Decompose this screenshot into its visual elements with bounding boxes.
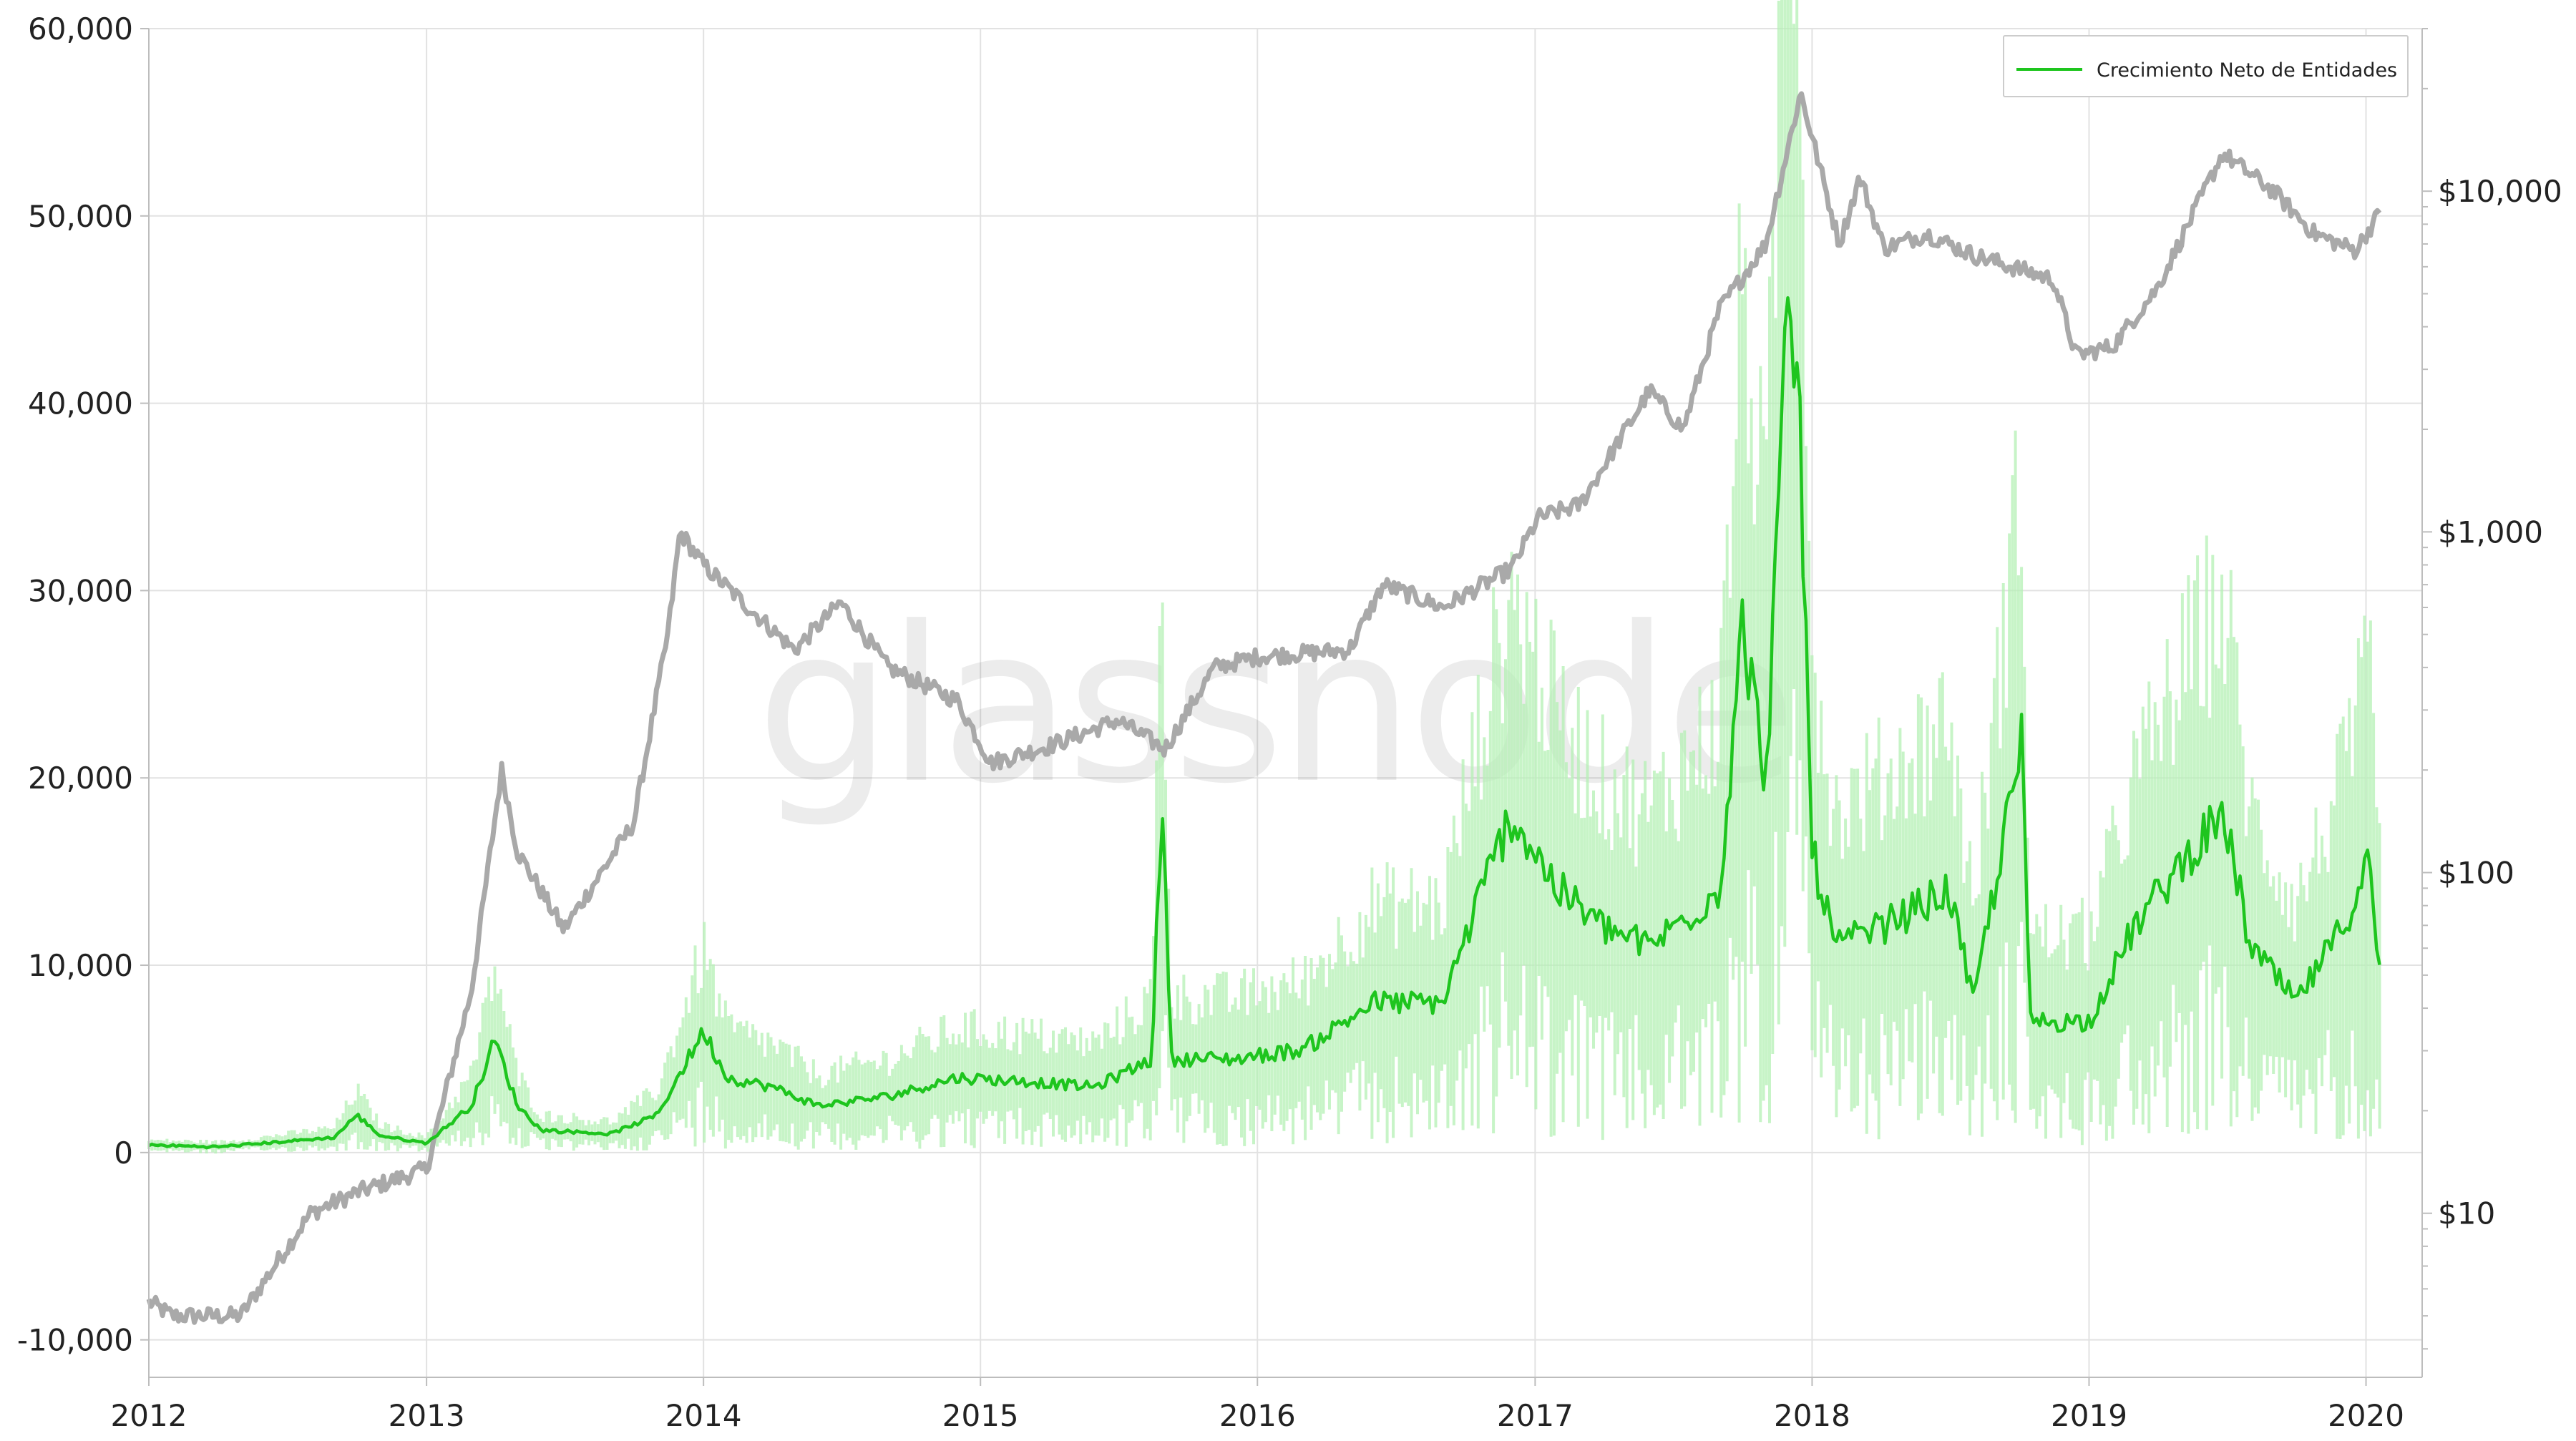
x-tick-label-2018: 2018 [1774, 1398, 1850, 1433]
y-left-tick-label: 30,000 [28, 573, 133, 608]
x-tick-label-2015: 2015 [942, 1398, 1019, 1433]
y-right-tick-label: $1,000 [2438, 514, 2543, 549]
y-right-tick-label: $100 [2438, 856, 2514, 891]
y-left-tick-label: 60,000 [28, 11, 133, 47]
y-left-tick-label: 40,000 [28, 386, 133, 421]
x-tick-label-2020: 2020 [2328, 1398, 2404, 1433]
y-left-tick-label: 0 [114, 1135, 133, 1171]
y-left-tick-label: 10,000 [28, 948, 133, 983]
entity-growth-line [148, 296, 2381, 1150]
legend: Crecimiento Neto de Entidades [2003, 35, 2409, 97]
x-tick-label-2013: 2013 [389, 1398, 465, 1433]
x-tick-label-2014: 2014 [665, 1398, 742, 1433]
watermark-text: glassnode [756, 581, 1792, 831]
legend-label-entity-growth: Crecimiento Neto de Entidades [2097, 59, 2397, 82]
y-right-tick-label: $10,000 [2438, 174, 2562, 209]
price-line [146, 91, 2382, 1325]
series-layer [146, 91, 2382, 1325]
axes: 2012 2013 2014 2015 2016 2017 2018 2019 2020 -10,… [17, 11, 2562, 1433]
y-left-tick-label: -10,000 [17, 1323, 133, 1358]
gridlines [148, 28, 2422, 1377]
legend-box [2003, 35, 2409, 97]
x-tick-label-2017: 2017 [1497, 1398, 1574, 1433]
y-right-tick-label: $10 [2438, 1196, 2495, 1231]
y-left-tick-label: 50,000 [28, 199, 133, 234]
y-left-tick-label: 20,000 [28, 761, 133, 796]
x-tick-label-2016: 2016 [1219, 1398, 1296, 1433]
x-tick-label-2019: 2019 [2051, 1398, 2127, 1433]
x-tick-label-2012: 2012 [111, 1398, 187, 1433]
